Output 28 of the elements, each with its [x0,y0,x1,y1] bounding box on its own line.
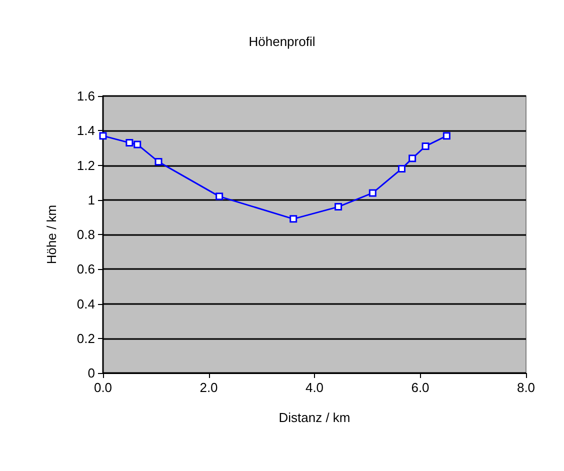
point [422,142,430,150]
point [334,203,342,211]
chart-title: Höhenprofil [248,34,316,49]
y-tick-label: 0 [88,366,95,380]
y-tick-label: 1.2 [76,158,95,173]
point [398,164,406,172]
point [154,158,162,166]
y-tick-label: 0.8 [76,227,95,242]
point [134,140,142,148]
x-tick-label: 6.0 [411,380,430,395]
y-tick-label: 1 [88,192,95,208]
y-axis-title: Höhe / km [44,204,59,264]
y-tick-label: 1.4 [76,123,95,138]
x-tick-label: 4.0 [305,380,324,395]
y-tick-label: 0.6 [76,262,95,277]
y-tick-label: 0.2 [76,330,95,346]
point [290,215,298,223]
point [216,192,224,200]
y-tick-label: 1.6 [76,88,95,104]
point [126,138,134,146]
point [442,132,450,140]
point [408,154,416,162]
point [368,189,376,197]
x-axis-title: Distanz / km [278,410,350,425]
x-tick-label: 2.0 [200,380,218,395]
x-tick-label: 8.0 [516,380,536,395]
y-tick-label: 0.4 [76,296,95,312]
x-tick-label: 0.0 [94,380,112,395]
